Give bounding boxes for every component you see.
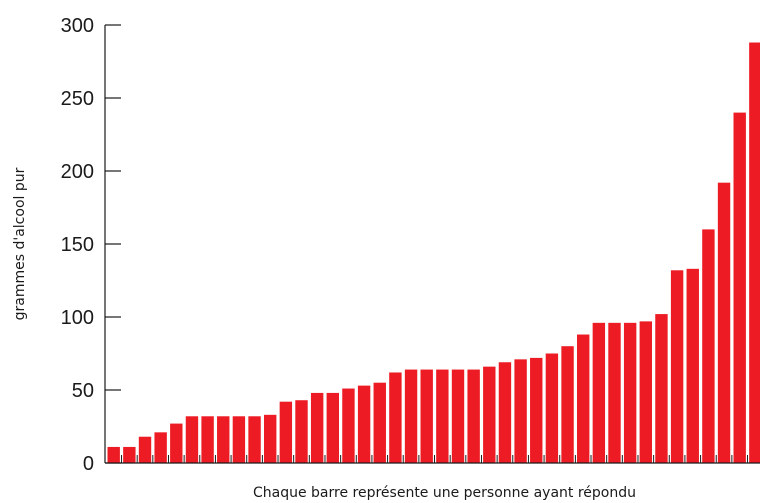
y-tick-label: 300 — [61, 15, 94, 37]
y-tick-label: 250 — [61, 88, 94, 110]
bar — [248, 416, 261, 463]
bar — [639, 321, 652, 463]
bar — [217, 416, 230, 463]
bar — [357, 385, 371, 463]
x-axis-title: Chaque barre représente une personne aya… — [253, 485, 636, 501]
bar — [404, 369, 418, 463]
bar — [623, 322, 637, 463]
bar — [686, 268, 699, 463]
bar — [107, 446, 120, 463]
bar — [655, 314, 668, 463]
bar — [123, 446, 136, 463]
bars — [107, 42, 760, 464]
bar — [342, 388, 355, 463]
bar — [530, 357, 543, 463]
bar — [702, 229, 715, 463]
y-tick-label: 200 — [61, 161, 94, 183]
y-tick-label: 150 — [61, 234, 94, 256]
y-axis-title: grammes d'alcool pur — [12, 167, 28, 320]
bar — [717, 182, 731, 463]
bar — [232, 416, 246, 463]
y-tick-label: 100 — [61, 307, 94, 329]
bar — [451, 369, 465, 463]
bar — [420, 369, 433, 463]
y-tick-label: 0 — [83, 453, 94, 475]
bar — [373, 382, 386, 463]
y-tick-label: 50 — [72, 380, 94, 402]
bar — [201, 416, 214, 463]
bar — [467, 369, 480, 463]
bar — [279, 401, 293, 463]
bar — [577, 334, 590, 463]
bar — [436, 369, 449, 463]
bar — [514, 359, 527, 463]
bar — [389, 372, 402, 463]
bar — [295, 400, 308, 463]
bar — [138, 436, 152, 463]
bar — [561, 346, 574, 463]
bar — [670, 270, 684, 463]
bar — [185, 416, 199, 463]
bar — [749, 42, 760, 464]
bar — [170, 423, 183, 463]
bar — [483, 366, 496, 463]
y-axis-ticks: 0 50 100 150 200 250 300 — [61, 15, 121, 475]
bar — [154, 432, 167, 463]
bar — [733, 112, 746, 463]
x-axis-ticks — [121, 455, 749, 463]
bar — [310, 392, 324, 463]
bar — [545, 353, 559, 463]
bar — [326, 392, 339, 463]
bar — [608, 322, 621, 463]
bar — [498, 362, 512, 463]
bar — [264, 414, 277, 463]
bar — [592, 322, 606, 463]
